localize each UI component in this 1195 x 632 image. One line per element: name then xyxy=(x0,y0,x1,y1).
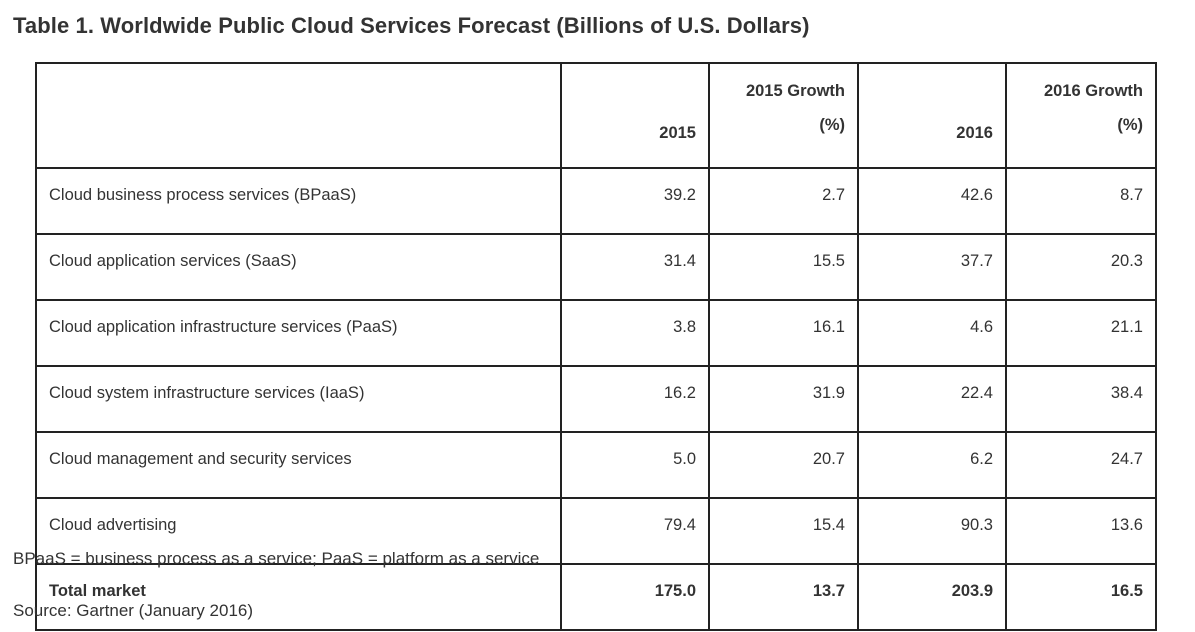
cell-2015-growth: 20.7 xyxy=(708,431,859,499)
cell-2016-growth: 24.7 xyxy=(1005,431,1157,499)
total-label: Total market xyxy=(35,563,562,631)
cell-2016-growth: 38.4 xyxy=(1005,365,1157,433)
header-2015-label: 2015 xyxy=(659,124,696,142)
cell-2016-growth: 20.3 xyxy=(1005,233,1157,301)
row-label: Cloud application services (SaaS) xyxy=(35,233,562,301)
total-row: Total market 175.0 13.7 203.9 16.5 xyxy=(35,563,1157,631)
table-title: Table 1. Worldwide Public Cloud Services… xyxy=(13,13,810,38)
cell-2015: 5.0 xyxy=(560,431,710,499)
row-label: Cloud application infrastructure service… xyxy=(35,299,562,367)
forecast-table: 2015 2015 Growth (%) 2016 2016 Growth (%… xyxy=(35,62,1157,631)
header-2016-growth-line1: 2016 Growth xyxy=(1043,82,1143,100)
header-2016-label: 2016 xyxy=(956,124,993,142)
header-2015-growth-line2: (%) xyxy=(819,116,845,134)
cell-2016: 22.4 xyxy=(857,365,1007,433)
table-row: Cloud application infrastructure service… xyxy=(35,299,1157,367)
row-label: Cloud advertising xyxy=(35,497,562,565)
header-row: 2015 2015 Growth (%) 2016 2016 Growth (%… xyxy=(35,62,1157,169)
total-2015: 175.0 xyxy=(560,563,710,631)
table-row: Cloud business process services (BPaaS) … xyxy=(35,167,1157,235)
cell-2015-growth: 16.1 xyxy=(708,299,859,367)
source-note: Source: Gartner (January 2016) xyxy=(13,601,254,620)
cell-2015-growth: 15.4 xyxy=(708,497,859,565)
header-2016-growth-line2: (%) xyxy=(1117,116,1143,134)
header-label-cell xyxy=(35,62,562,169)
footnote: BPaaS = business process as a service; P… xyxy=(13,549,540,568)
cell-2015-growth: 2.7 xyxy=(708,167,859,235)
row-label: Cloud management and security services xyxy=(35,431,562,499)
cell-2015: 3.8 xyxy=(560,299,710,367)
table-row: Cloud advertising 79.4 15.4 90.3 13.6 xyxy=(35,497,1157,565)
cell-2016: 37.7 xyxy=(857,233,1007,301)
total-2016: 203.9 xyxy=(857,563,1007,631)
cell-2016-growth: 8.7 xyxy=(1005,167,1157,235)
header-2015-growth-line1: 2015 Growth xyxy=(745,82,845,100)
row-label: Cloud business process services (BPaaS) xyxy=(35,167,562,235)
cell-2016: 90.3 xyxy=(857,497,1007,565)
cell-2015-growth: 31.9 xyxy=(708,365,859,433)
table-row: Cloud application services (SaaS) 31.4 1… xyxy=(35,233,1157,301)
table-row: Cloud management and security services 5… xyxy=(35,431,1157,499)
cell-2015: 79.4 xyxy=(560,497,710,565)
cell-2016: 42.6 xyxy=(857,167,1007,235)
total-2016-growth: 16.5 xyxy=(1005,563,1157,631)
cell-2016: 6.2 xyxy=(857,431,1007,499)
header-2016: 2016 xyxy=(857,62,1007,169)
header-2016-growth: 2016 Growth (%) xyxy=(1005,62,1157,169)
cell-2015: 39.2 xyxy=(560,167,710,235)
table-row: Cloud system infrastructure services (Ia… xyxy=(35,365,1157,433)
header-2015-growth: 2015 Growth (%) xyxy=(708,62,859,169)
cell-2016-growth: 21.1 xyxy=(1005,299,1157,367)
cell-2015-growth: 15.5 xyxy=(708,233,859,301)
cell-2016: 4.6 xyxy=(857,299,1007,367)
cell-2015: 16.2 xyxy=(560,365,710,433)
total-2015-growth: 13.7 xyxy=(708,563,859,631)
row-label: Cloud system infrastructure services (Ia… xyxy=(35,365,562,433)
header-2015: 2015 xyxy=(560,62,710,169)
cell-2016-growth: 13.6 xyxy=(1005,497,1157,565)
cell-2015: 31.4 xyxy=(560,233,710,301)
